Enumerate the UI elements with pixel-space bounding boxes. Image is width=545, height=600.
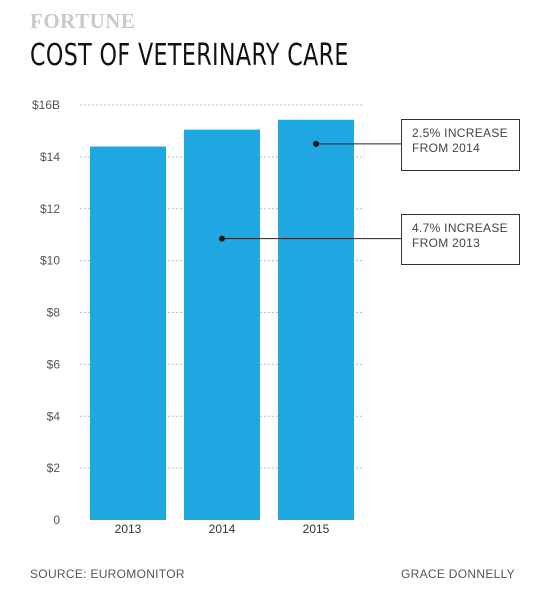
bar-2015 — [278, 119, 354, 521]
annotation-line2: FROM 2013 — [412, 236, 481, 250]
y-tick-label: $2 — [47, 461, 61, 475]
bar-2014 — [184, 129, 260, 520]
annotation-dot — [219, 235, 225, 242]
annotation-line2: FROM 2014 — [412, 141, 481, 155]
x-tick-label: 2014 — [209, 522, 236, 536]
annotation-line1: 4.7% INCREASE — [412, 221, 508, 235]
y-tick-label: $6 — [47, 357, 61, 371]
y-tick-label: $14 — [40, 150, 60, 164]
x-tick-label: 2013 — [115, 522, 142, 536]
y-tick-label: 0 — [53, 513, 60, 527]
annotation-box-2015: 2.5% INCREASE FROM 2014 — [401, 119, 520, 171]
brand-logo: FORTUNE — [30, 9, 136, 33]
annotation-box-2014: 4.7% INCREASE FROM 2013 — [401, 214, 520, 265]
author-credit: GRACE DONNELLY — [400, 567, 515, 581]
source-note: SOURCE: EUROMONITOR — [30, 567, 185, 581]
x-tick-label: 2015 — [303, 522, 330, 536]
y-tick-label: $10 — [40, 254, 60, 268]
y-tick-label: $8 — [47, 306, 61, 320]
chart-title: COST OF VETERINARY CARE — [30, 38, 349, 73]
y-tick-label: $12 — [40, 202, 60, 216]
annotation-line1: 2.5% INCREASE — [412, 126, 508, 140]
bar-2013 — [90, 146, 166, 520]
annotation-dot — [313, 140, 319, 147]
y-tick-label: $16B — [32, 98, 60, 112]
y-tick-label: $4 — [47, 409, 61, 423]
